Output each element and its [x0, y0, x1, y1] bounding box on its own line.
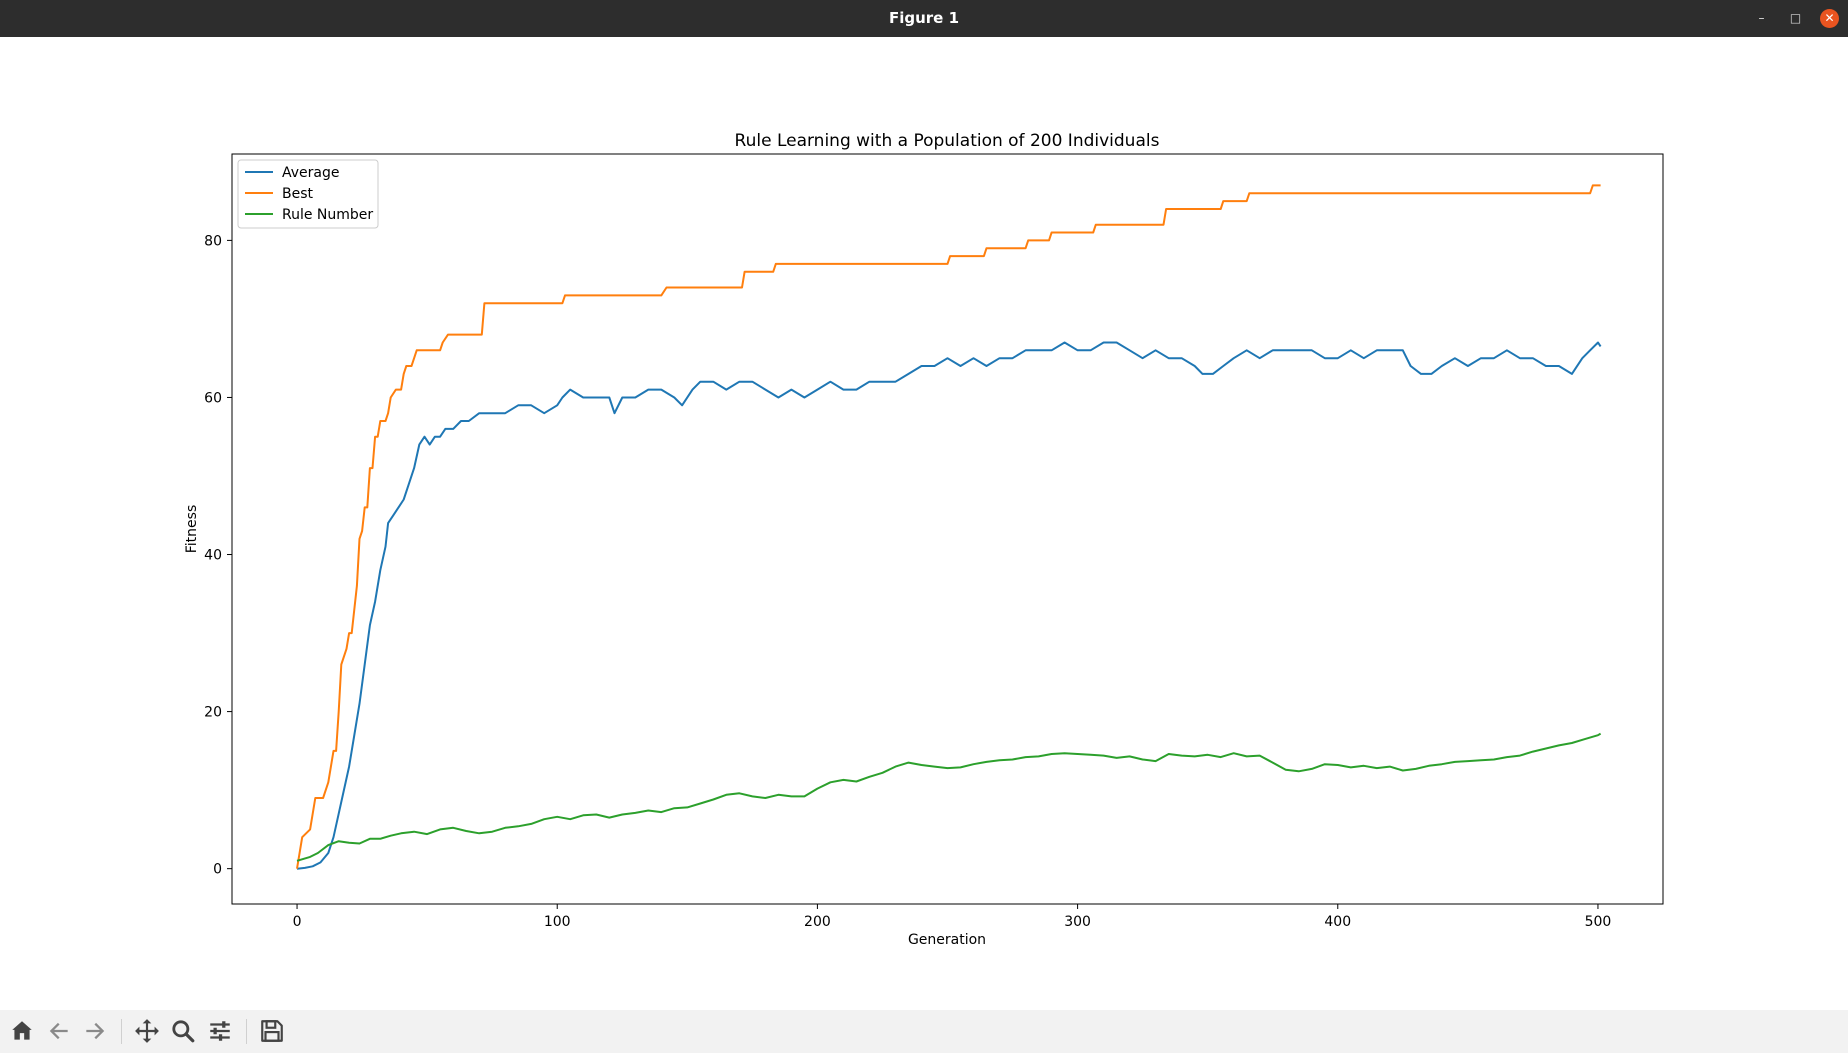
y-tick-label: 80 [204, 233, 222, 249]
series-line-average [296, 341, 1602, 870]
series-layer [296, 184, 1602, 870]
plot-frame [231, 153, 1664, 905]
toolbar-separator [121, 1019, 122, 1044]
x-tick-label: 300 [1064, 914, 1091, 930]
x-tick-label: 100 [544, 914, 571, 930]
maximize-button[interactable]: □ [1786, 9, 1805, 28]
minimize-button[interactable]: – [1752, 9, 1771, 28]
x-axis-label: Generation [908, 932, 986, 948]
home-icon [12, 1021, 32, 1040]
configure-subplots-button[interactable] [205, 1016, 235, 1046]
x-axis-ticks: 0 100 200 300 400 500 [293, 904, 1612, 930]
forward-arrow-icon [86, 1022, 105, 1040]
forward-button[interactable] [80, 1016, 110, 1046]
window-title: Figure 1 [888, 9, 960, 27]
toolbar-separator [246, 1019, 247, 1044]
legend-label-rule-number: Rule Number [282, 207, 373, 223]
legend-label-average: Average [282, 165, 340, 181]
back-button[interactable] [44, 1016, 74, 1046]
close-button[interactable]: ✕ [1820, 9, 1839, 28]
zoom-button[interactable] [168, 1016, 198, 1046]
series-line-rule-number [296, 732, 1602, 862]
save-floppy-icon [261, 1020, 283, 1042]
pan-button[interactable] [132, 1016, 162, 1046]
pan-move-icon [135, 1019, 159, 1043]
y-tick-label: 0 [213, 862, 222, 878]
series-line-best [296, 184, 1601, 869]
restore-icon: □ [1789, 11, 1802, 25]
figure-canvas[interactable]: Rule Learning with a Population of 200 I… [0, 37, 1848, 1010]
zoom-magnifier-icon [172, 1020, 195, 1043]
home-button[interactable] [7, 1016, 37, 1046]
chart-title: Rule Learning with a Population of 200 I… [735, 131, 1160, 151]
window-titlebar: Figure 1 – □ ✕ [0, 0, 1848, 37]
legend-label-best: Best [282, 186, 314, 202]
y-tick-label: 20 [204, 705, 222, 721]
x-tick-label: 400 [1324, 914, 1351, 930]
x-tick-label: 200 [804, 914, 831, 930]
chart: Rule Learning with a Population of 200 I… [184, 131, 1664, 948]
x-tick-label: 500 [1585, 914, 1612, 930]
legend-box [237, 159, 379, 229]
y-axis-ticks: 0 20 40 60 80 [204, 233, 232, 878]
y-axis-label: Fitness [184, 505, 200, 554]
back-arrow-icon [49, 1022, 68, 1040]
x-tick-label: 0 [293, 914, 302, 930]
minimize-icon: – [1758, 11, 1765, 25]
y-tick-label: 60 [204, 390, 222, 406]
navigation-toolbar [0, 1010, 1848, 1053]
save-button[interactable] [257, 1016, 287, 1046]
legend: Average Best Rule Number [237, 159, 379, 229]
configure-subplots-icon [210, 1021, 230, 1041]
y-tick-label: 40 [204, 548, 222, 564]
close-icon: ✕ [1824, 11, 1835, 25]
